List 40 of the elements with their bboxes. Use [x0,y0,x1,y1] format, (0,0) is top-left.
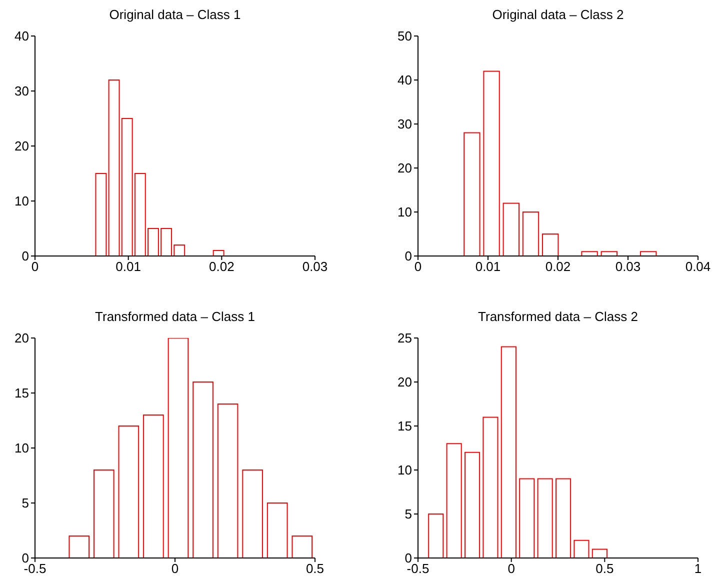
x-tick-label: 0.03 [302,259,328,274]
y-tick-label: 10 [14,194,29,209]
y-tick-label: 0 [404,550,412,566]
y-tick-label: 50 [398,28,412,44]
y-tick-label: 0 [22,248,29,264]
y-tick-label: 10 [398,462,412,478]
y-tick-label: 10 [14,440,29,456]
x-tick-label: 0.5 [596,561,614,576]
y-tick-label: 20 [14,330,29,346]
chart-title: Transformed data – Class 2 [477,308,639,326]
y-tick-label: 25 [398,330,412,346]
x-tick-label: 0.03 [615,259,641,274]
y-tick-label: 0 [22,550,29,566]
x-tick-label: 1 [694,561,702,576]
x-tick-label: 0.5 [306,561,324,576]
x-tick-label: 0 [508,561,515,576]
x-tick-label: 0.01 [475,259,501,274]
x-tick-label: 0 [414,259,422,274]
x-tick-label: 0.01 [116,259,141,274]
x-tick-label: 0 [31,259,39,274]
chart-title: Original data – Class 1 [108,6,242,24]
chart-title: Original data – Class 2 [491,6,625,24]
y-tick-label: 20 [398,160,412,176]
y-tick-label: 0 [404,248,412,264]
y-tick-label: 5 [404,506,412,522]
y-tick-label: 40 [14,28,29,44]
chart-title: Transformed data – Class 1 [94,308,256,326]
x-tick-label: 0 [171,561,179,576]
x-tick-label: 0.02 [545,259,571,274]
y-tick-label: 20 [398,374,412,390]
y-tick-label: 30 [14,84,29,99]
x-tick-label: 0.02 [209,259,234,274]
x-tick-label: 0.04 [685,259,711,274]
y-tick-label: 30 [398,116,412,132]
y-tick-label: 15 [398,418,412,434]
y-tick-label: 40 [398,72,412,88]
y-tick-label: 10 [398,204,412,220]
y-tick-label: 20 [14,138,29,154]
y-tick-label: 5 [22,496,29,511]
y-tick-label: 15 [14,386,29,401]
